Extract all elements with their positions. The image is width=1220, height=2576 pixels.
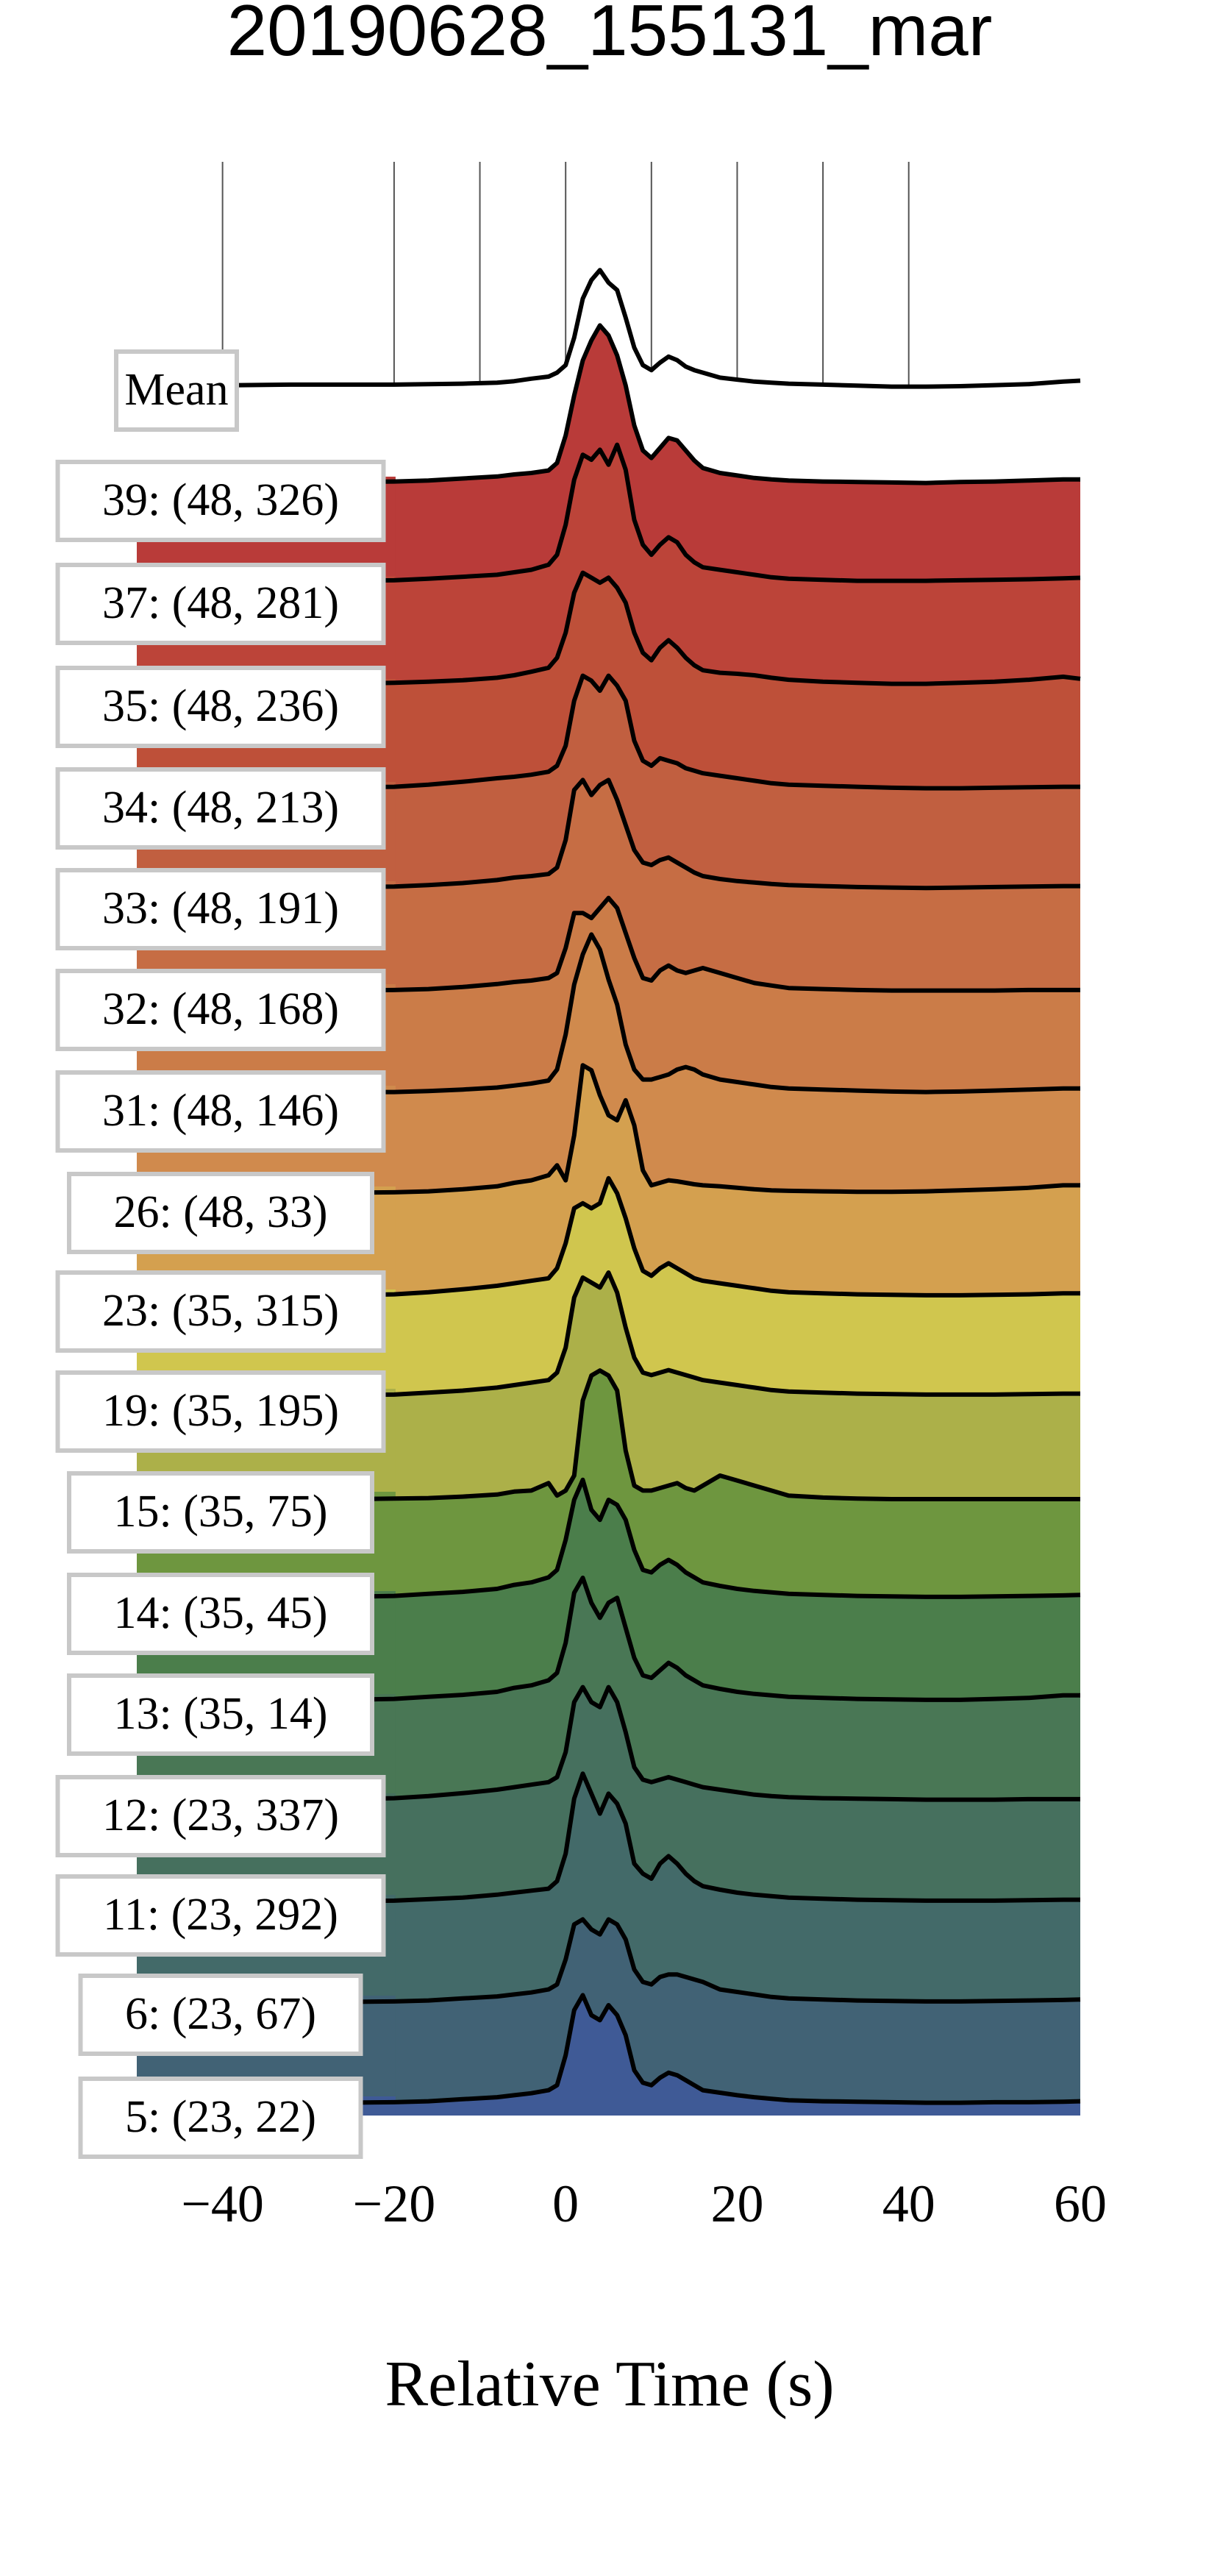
series-label: 26: (48, 33)	[67, 1172, 374, 1254]
label-text: 37: (48, 281)	[102, 578, 339, 628]
ridge-line	[137, 1684, 1080, 1803]
series-label: 19: (35, 195)	[55, 1370, 386, 1453]
label-box	[67, 1573, 374, 1655]
ridge-line	[137, 778, 1080, 891]
x-tick-label: 60	[1054, 2174, 1107, 2233]
label-box	[55, 1270, 386, 1353]
ridge-line	[137, 1993, 1081, 2106]
label-text: 15: (35, 75)	[113, 1487, 327, 1537]
label-box	[55, 1775, 386, 1857]
label-box	[78, 2077, 363, 2159]
label-text: 13: (35, 14)	[113, 1689, 327, 1739]
label-box	[67, 1471, 374, 1554]
ridge-line	[137, 895, 1080, 994]
series-label: 14: (35, 45)	[67, 1573, 374, 1655]
series-label: 11: (23, 292)	[55, 1874, 386, 1957]
label-text: 14: (35, 45)	[113, 1588, 327, 1638]
label-text: 11: (23, 292)	[103, 1890, 338, 1940]
x-tick-label: −40	[181, 2174, 264, 2233]
ridge-line	[137, 1576, 1080, 1704]
label-box	[78, 1974, 363, 2056]
label-text: 23: (35, 315)	[102, 1286, 339, 1336]
label-text: Mean	[124, 365, 228, 415]
series-label: 37: (48, 281)	[55, 563, 386, 645]
label-box	[55, 563, 386, 645]
label-box	[55, 1874, 386, 1957]
label-text: 34: (48, 213)	[102, 783, 339, 833]
label-box	[55, 969, 386, 1051]
series-label: 35: (48, 236)	[55, 666, 386, 748]
x-tick-label: 0	[552, 2174, 579, 2233]
label-text: 39: (48, 326)	[102, 475, 339, 525]
series-label: 33: (48, 191)	[55, 868, 386, 950]
series-label: 32: (48, 168)	[55, 969, 386, 1051]
label-text: 26: (48, 33)	[113, 1187, 327, 1237]
label-text: 32: (48, 168)	[102, 984, 339, 1034]
label-text: 35: (48, 236)	[102, 681, 339, 731]
row-labels: Mean 39: (48, 326) 37: (48, 281) 35: (48, 2…	[55, 349, 386, 2159]
label-text: 5: (23, 22)	[125, 2092, 316, 2142]
ridge-line	[136, 673, 1080, 791]
ridge-line	[137, 570, 1081, 688]
label-text: 33: (48, 191)	[102, 883, 339, 933]
x-tick-label: 40	[882, 2174, 935, 2233]
ridge-line	[137, 1063, 1080, 1196]
mean-line	[137, 268, 1081, 389]
label-box	[67, 1673, 374, 1756]
ridge-fill	[137, 1995, 1080, 2116]
label-box	[67, 1172, 374, 1254]
ridge-line	[137, 1175, 1080, 1299]
x-axis-label: Relative Time (s)	[385, 2349, 834, 2420]
series-label: 6: (23, 67)	[78, 1974, 363, 2056]
label-box	[55, 666, 386, 748]
label-text: 12: (23, 337)	[102, 1790, 339, 1840]
label-box	[55, 1370, 386, 1453]
label-text: 19: (35, 195)	[102, 1386, 339, 1436]
series-label: 15: (35, 75)	[67, 1471, 374, 1554]
label-box	[55, 460, 386, 542]
series-label: 31: (48, 146)	[55, 1070, 386, 1153]
x-tick-label: 20	[710, 2174, 763, 2233]
mean-label: Mean	[114, 349, 239, 432]
label-box	[55, 868, 386, 950]
series-label: 13: (35, 14)	[67, 1673, 374, 1756]
series-label: 5: (23, 22)	[78, 2077, 363, 2159]
label-box	[114, 349, 239, 432]
chart-title: 20190628_155131_mar	[227, 0, 993, 71]
ridge-line	[137, 323, 1080, 485]
ridge-line	[137, 932, 1080, 1095]
ridge-line	[137, 1771, 1080, 1904]
label-text: 31: (48, 146)	[102, 1086, 339, 1136]
series-label: 39: (48, 326)	[55, 460, 386, 542]
label-box	[55, 767, 386, 850]
ridge-line	[137, 442, 1081, 585]
label-text: 6: (23, 67)	[125, 1989, 316, 2039]
ridge-line	[137, 1917, 1081, 2005]
ridge-line	[137, 1270, 1080, 1398]
label-box	[55, 1070, 386, 1153]
series-label: 34: (48, 213)	[55, 767, 386, 850]
ridge-line	[137, 1477, 1081, 1601]
x-tick-label: −20	[353, 2174, 436, 2233]
ridge-line	[137, 1368, 1080, 1502]
series-label: 12: (23, 337)	[55, 1775, 386, 1857]
x-axis-ticks: −40 −20 0 20 40 60	[181, 2174, 1107, 2233]
series-label: 23: (35, 315)	[55, 1270, 386, 1353]
